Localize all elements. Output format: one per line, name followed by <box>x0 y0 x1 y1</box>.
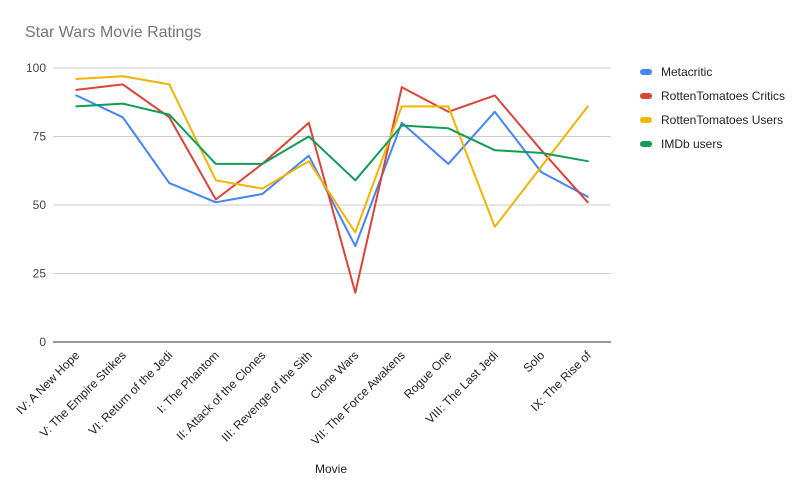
legend-item: Metacritic <box>640 60 805 84</box>
legend-item: RottenTomatoes Users <box>640 108 805 132</box>
x-tick-label: VII: The Force Awakens <box>308 348 408 448</box>
legend-swatch <box>640 93 652 99</box>
x-tick-label: VI: Return of the Jedi <box>86 348 176 438</box>
x-tick-label: Solo <box>520 348 547 375</box>
legend-label: Metacritic <box>661 65 713 79</box>
series-line-metacritic <box>75 94 589 248</box>
x-tick-label: V: The Empire Strikes <box>37 348 129 440</box>
chart-title: Star Wars Movie Ratings <box>25 24 202 41</box>
legend-label: IMDb users <box>661 137 723 151</box>
y-tick-label: 75 <box>33 130 47 144</box>
legend: Metacritic RottenTomatoes Critics RottenTo… <box>640 60 805 156</box>
legend-swatch <box>640 141 652 147</box>
legend-swatch <box>640 69 652 75</box>
legend-item: RottenTomatoes Critics <box>640 84 805 108</box>
series-line-rottentomatoes-users <box>75 75 589 234</box>
y-tick-label: 50 <box>33 198 47 212</box>
legend-label: RottenTomatoes Users <box>661 113 784 127</box>
legend-item: IMDb users <box>640 132 805 156</box>
y-tick-label: 0 <box>39 335 46 349</box>
series-line-imdb-users <box>75 102 589 182</box>
y-axis-ticks: 0 25 50 75 100 <box>26 61 46 349</box>
x-tick-label: III: Revenge of the Sith <box>219 348 315 444</box>
y-tick-label: 25 <box>33 267 47 281</box>
y-tick-label: 100 <box>26 61 46 75</box>
x-tick-label: II: Attack of the Clones <box>174 348 269 443</box>
legend-swatch <box>640 117 652 123</box>
series-line-rottentomatoes-critics <box>75 83 589 294</box>
legend-label: RottenTomatoes Critics <box>661 89 786 103</box>
series-lines <box>75 75 589 294</box>
x-axis-label: Movie <box>315 462 347 476</box>
